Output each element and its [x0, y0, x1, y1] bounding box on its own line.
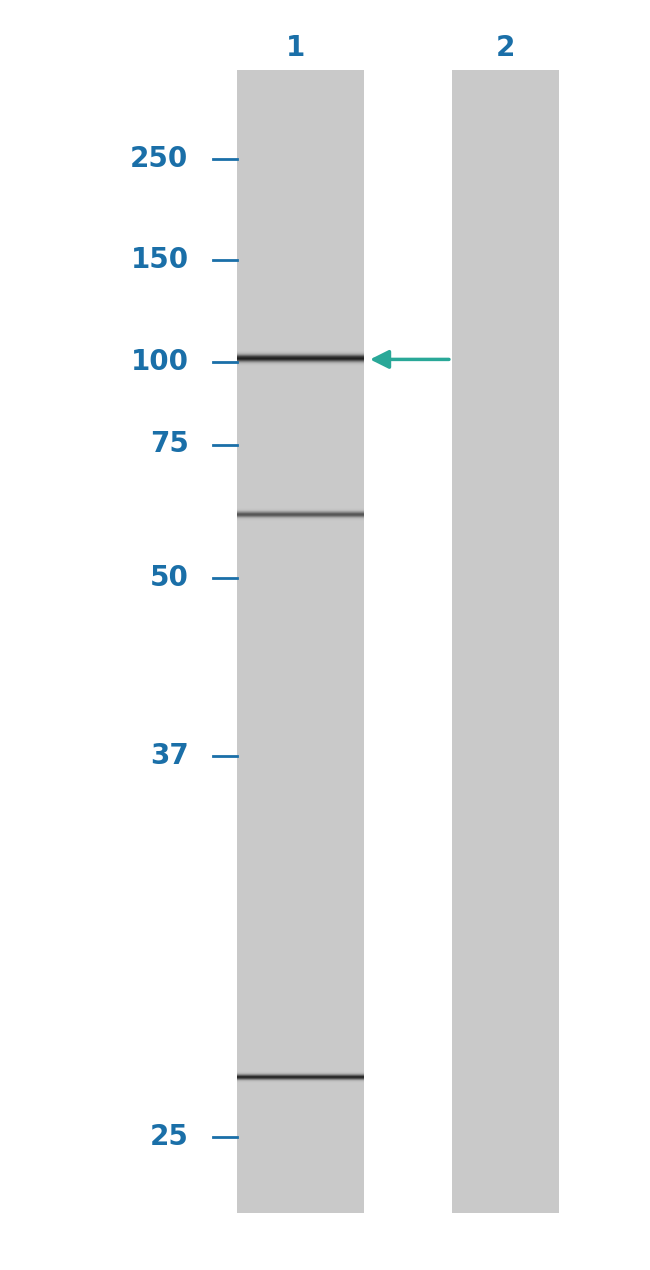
Polygon shape	[237, 70, 364, 1213]
Text: 50: 50	[150, 564, 188, 592]
Text: 1: 1	[286, 34, 306, 62]
Text: 2: 2	[496, 34, 515, 62]
Text: 37: 37	[150, 742, 188, 770]
Text: 25: 25	[150, 1123, 188, 1151]
Text: 150: 150	[131, 246, 188, 274]
Text: 75: 75	[150, 431, 188, 458]
Text: 250: 250	[130, 145, 188, 173]
Text: 100: 100	[131, 348, 188, 376]
Polygon shape	[452, 70, 559, 1213]
